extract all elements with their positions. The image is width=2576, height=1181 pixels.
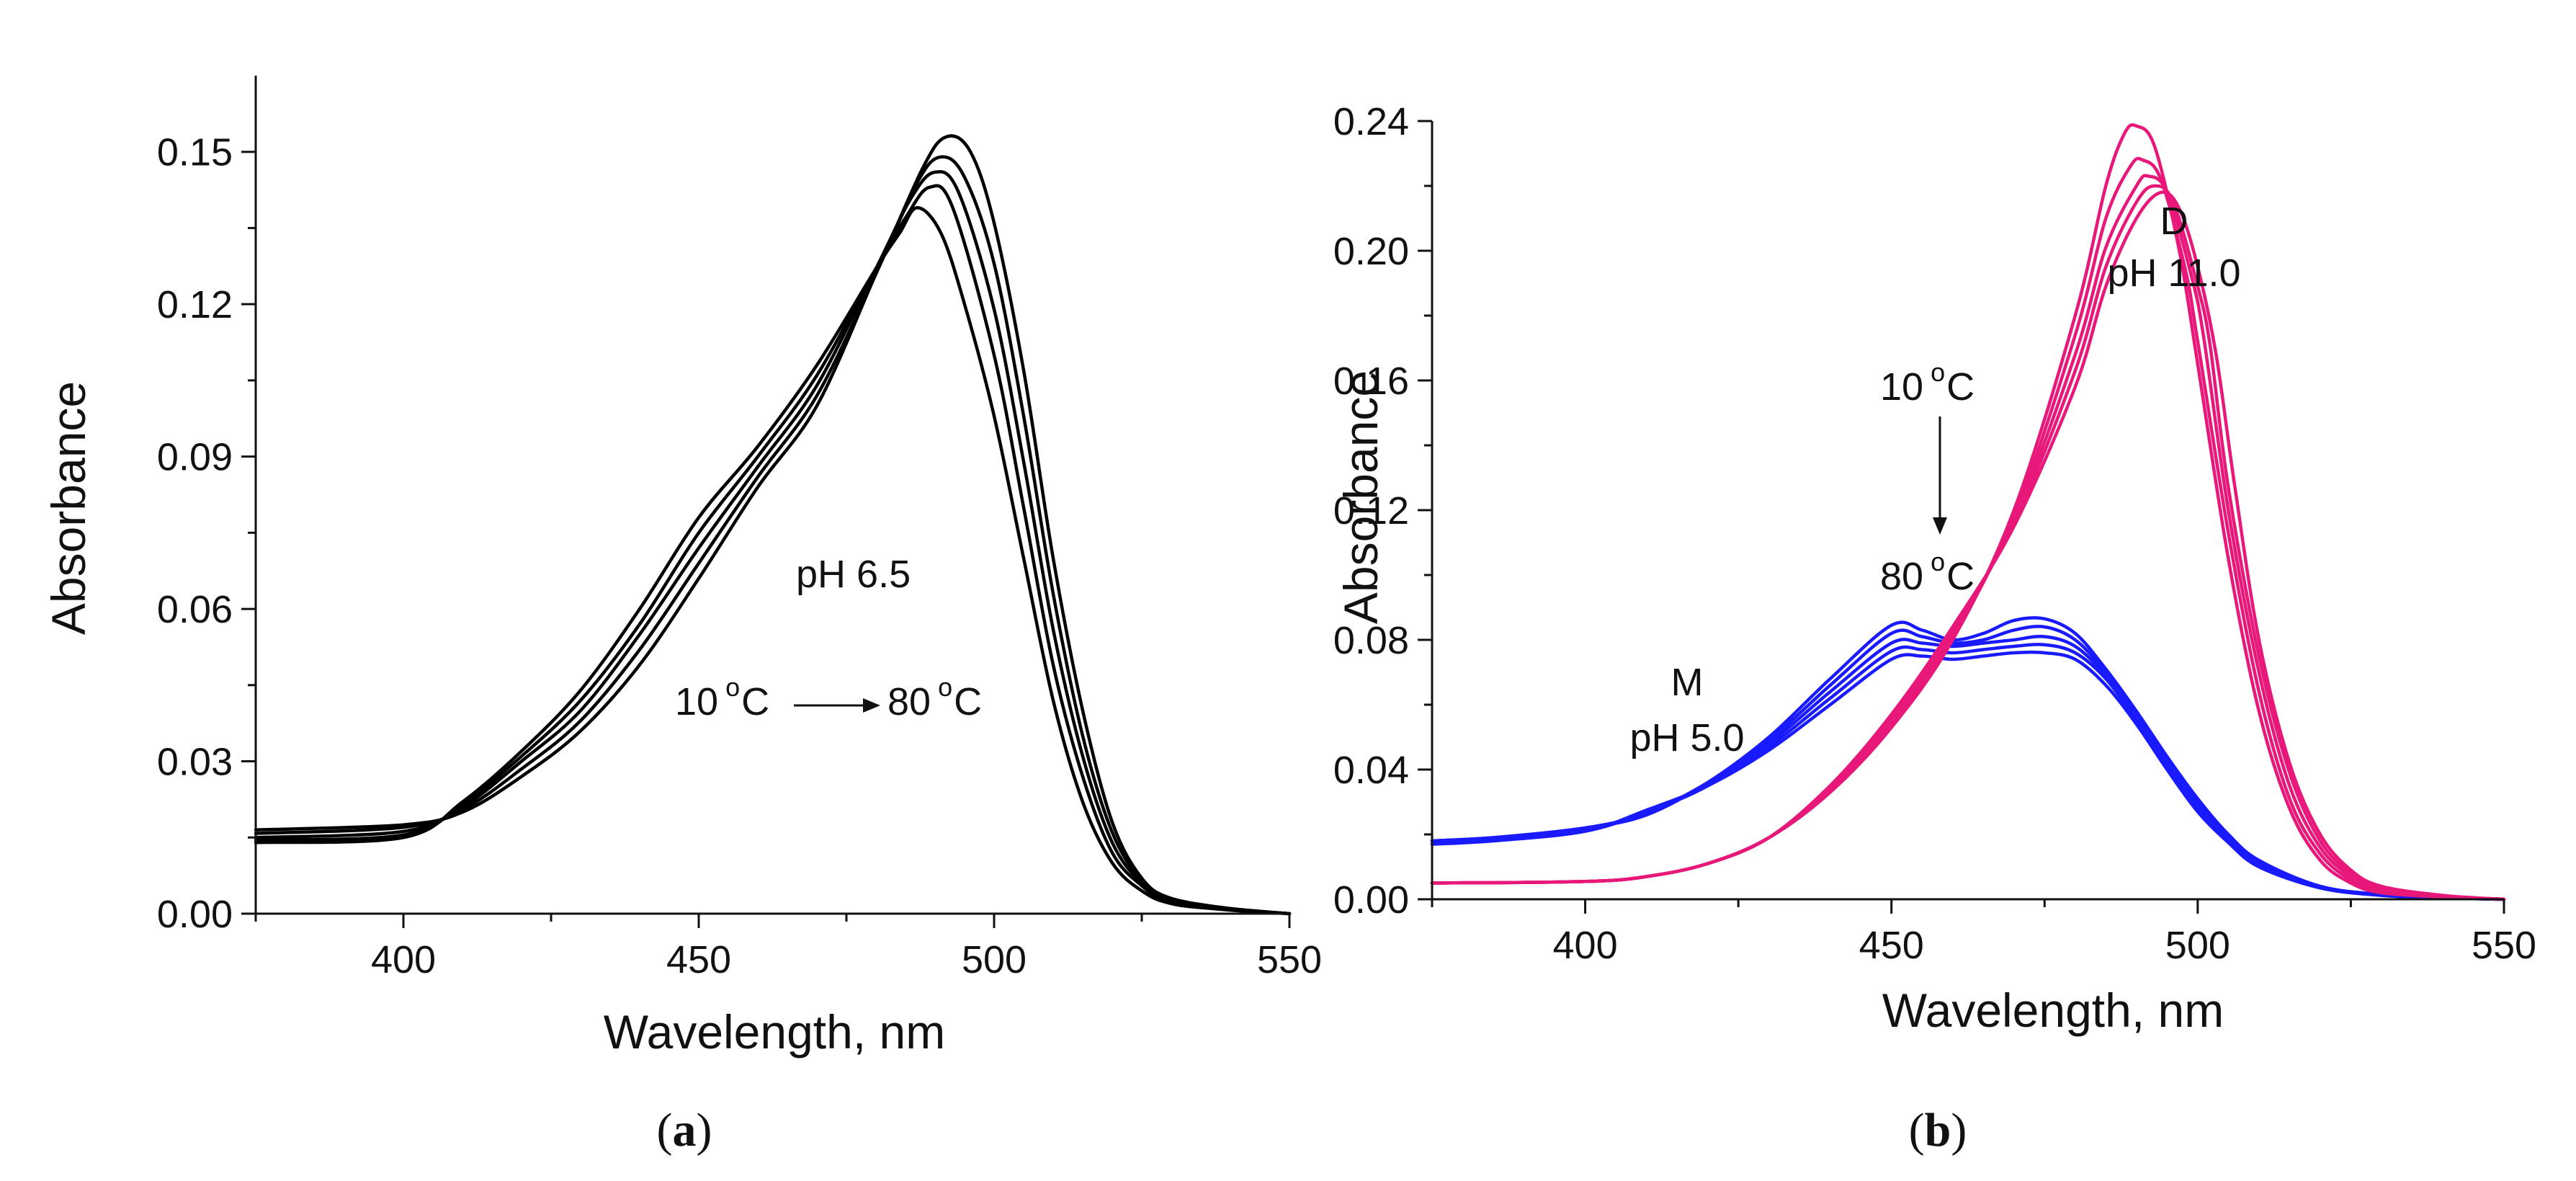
panel-b-curves	[1430, 123, 2506, 901]
panel-b-temp-high-degree: o	[1931, 547, 1945, 576]
panel-b-temp-low-label: 10 oC	[1880, 357, 1975, 409]
panel-b-temp-low-degree: o	[1931, 357, 1945, 387]
panel-b-x-tick-label: 500	[2165, 924, 2230, 967]
panel-b-label-letter: b	[1925, 1104, 1951, 1157]
panel-a-y-tick-label: 0.12	[157, 283, 233, 326]
panel-a-x-tick-label: 400	[371, 938, 436, 981]
panel-b-x-tick-label: 550	[2472, 924, 2536, 967]
panel-a-temp-low-label: 10 oC	[675, 672, 769, 723]
panel-a-series-line-1	[254, 134, 1292, 916]
panel-b-y-tick-label: 0.04	[1333, 749, 1409, 792]
panel-a-temp-low-value: 10	[675, 680, 718, 723]
panel-a-ph-label: pH 6.5	[796, 553, 911, 596]
panel-b-y-tick-label: 0.08	[1333, 619, 1409, 662]
panel-a-temp-high-label: 80 oC	[887, 672, 982, 723]
panel-a: 0.00 0.03 0.06 0.09 0.12 0.15 400 450 500 550 Wav…	[42, 76, 1322, 1157]
panel-b-y-tick-label: 0.16	[1333, 360, 1409, 403]
panel-b-m-ph-label: pH 5.0	[1629, 716, 1744, 759]
panel-a-y-tick-label: 0.09	[157, 436, 233, 479]
panel-a-series-line-2	[254, 155, 1292, 916]
panel-a-series-line-4	[254, 184, 1292, 916]
panel-b-y-tick-label: 0.12	[1333, 489, 1409, 532]
panel-b-m-label: M	[1671, 661, 1704, 704]
panel-b-label-open: (	[1909, 1104, 1925, 1157]
panel-a-temp-low-unit: C	[741, 680, 769, 723]
panel-b-y-tick-label: 0.00	[1333, 878, 1409, 922]
panel-a-label-close: )	[697, 1104, 712, 1157]
panel-a-curves	[254, 134, 1292, 916]
panel-a-y-tick-label: 0.06	[157, 588, 233, 631]
panel-b-y-tick-label: 0.20	[1333, 230, 1409, 273]
panel-a-y-tick-label: 0.03	[157, 741, 233, 784]
panel-a-x-tick-label: 550	[1257, 938, 1322, 981]
panel-a-y-axis-title: Absorbance	[42, 381, 95, 635]
panel-b-x-axis-title: Wavelength, nm	[1882, 984, 2224, 1037]
panel-b-y-axis-title: Absorbance	[1334, 370, 1387, 624]
panel-b-label-close: )	[1951, 1104, 1967, 1157]
panel-b-d-ph-label: pH 11.0	[2107, 251, 2240, 295]
panel-a-x-tick-label: 500	[962, 938, 1027, 981]
panel-a-temp-high-degree: o	[938, 672, 952, 702]
panel-a-label: (a)	[657, 1104, 712, 1157]
panel-b-axes: 0.00 0.04 0.08 0.12 0.16 0.20 0.24 400 450 500 550	[1333, 100, 2536, 967]
panel-a-x-tick-label: 450	[666, 938, 731, 981]
panel-b: 0.00 0.04 0.08 0.12 0.16 0.20 0.24 400 450 500 550…	[1333, 100, 2536, 1157]
panel-b-y-tick-label: 0.24	[1333, 100, 1409, 143]
panel-b-temp-low-unit: C	[1946, 365, 1975, 409]
panel-b-m-series-line-5	[1430, 650, 2506, 901]
panel-a-x-axis-title: Wavelength, nm	[604, 1005, 945, 1059]
panel-a-axes: 0.00 0.03 0.06 0.09 0.12 0.15 400 450 500 550	[157, 76, 1322, 981]
panel-b-temp-high-label: 80 oC	[1880, 547, 1975, 598]
panel-a-label-open: (	[657, 1104, 673, 1157]
panel-b-temp-high-unit: C	[1946, 555, 1975, 598]
panel-a-temp-low-degree: o	[725, 672, 740, 702]
panel-b-temp-high-value: 80	[1880, 555, 1923, 598]
panel-b-x-tick-label: 400	[1553, 924, 1618, 967]
panel-a-series-line-3	[254, 170, 1292, 916]
panel-a-label-letter: a	[673, 1104, 697, 1157]
panel-a-temp-high-value: 80	[887, 680, 931, 723]
panel-b-d-label: D	[2160, 200, 2188, 243]
panel-a-y-tick-label: 0.00	[157, 893, 233, 936]
panel-b-temp-low-value: 10	[1880, 365, 1923, 409]
panel-a-temp-arrow	[794, 698, 880, 713]
panel-b-x-tick-label: 450	[1859, 924, 1924, 967]
panel-b-temp-arrow	[1933, 416, 1947, 535]
panel-a-y-tick-label: 0.15	[157, 131, 233, 174]
panel-a-series-line-5	[254, 206, 1292, 916]
panel-a-temp-high-unit: C	[954, 680, 982, 723]
panel-b-d-series-line-5	[1430, 190, 2506, 901]
panel-b-label: (b)	[1909, 1104, 1967, 1157]
